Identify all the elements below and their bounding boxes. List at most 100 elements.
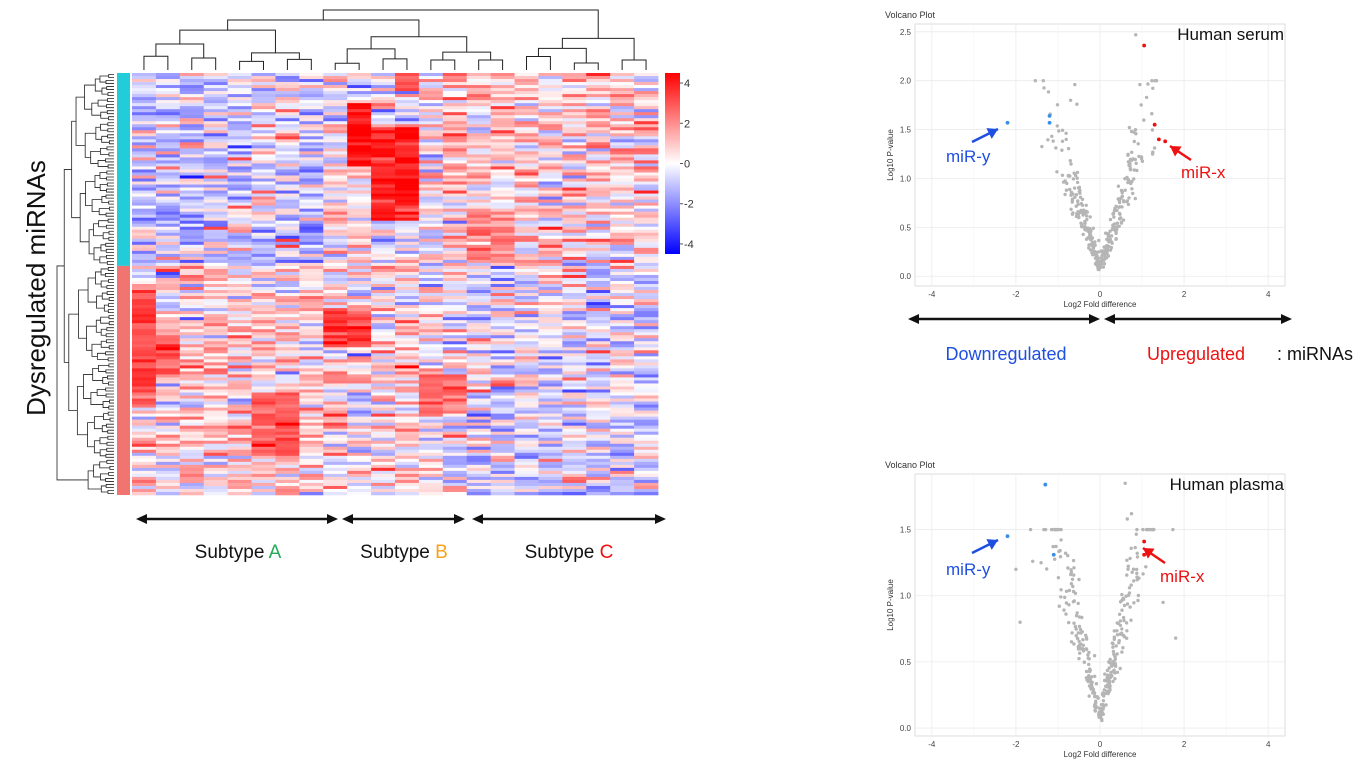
heatmap-cell <box>538 344 563 348</box>
heatmap-cell <box>514 250 539 255</box>
heatmap-cell <box>562 437 587 442</box>
heatmap-cell <box>490 199 515 203</box>
heatmap-cell <box>251 100 276 104</box>
heatmap-cell <box>203 112 229 116</box>
heatmap-cell <box>538 434 563 439</box>
heatmap-cell <box>203 392 229 396</box>
heatmap-cell <box>466 287 492 291</box>
heatmap-cell <box>538 139 563 143</box>
heatmap-cell <box>203 395 229 399</box>
heatmap-cell <box>299 473 324 478</box>
heatmap-cell <box>203 259 229 264</box>
heatmap-cell <box>466 434 492 439</box>
heatmap-cell <box>251 374 276 378</box>
heatmap-cell <box>610 458 635 463</box>
heatmap-cell <box>586 464 611 469</box>
heatmap-cell <box>418 470 444 475</box>
data-point <box>1113 655 1117 659</box>
heatmap-cell <box>371 359 396 363</box>
heatmap-cell <box>538 392 563 396</box>
heatmap-cell <box>466 365 492 369</box>
data-point <box>1054 544 1058 549</box>
heatmap-cell <box>490 256 515 261</box>
heatmap-cell <box>371 482 396 487</box>
data-point <box>1113 228 1118 232</box>
heatmap-cell <box>179 308 205 312</box>
heatmap-cell <box>347 371 372 375</box>
heatmap-cell <box>634 130 659 134</box>
heatmap-cell <box>323 305 348 309</box>
heatmap-cell <box>179 142 205 146</box>
heatmap-cell <box>132 199 157 203</box>
heatmap-cell <box>203 232 229 237</box>
heatmap-cell <box>562 488 587 493</box>
heatmap-cell <box>586 284 611 288</box>
heatmap-cell <box>275 383 300 387</box>
heatmap-cell <box>275 229 300 234</box>
heatmap-cell <box>418 196 444 200</box>
heatmap-cell <box>371 160 396 164</box>
heatmap-cell <box>395 130 420 134</box>
data-point <box>1077 656 1081 661</box>
heatmap-cell <box>442 76 468 80</box>
heatmap-cell <box>610 356 635 360</box>
heatmap-cell <box>418 341 444 345</box>
y-tick-label: 0.0 <box>900 724 912 733</box>
data-point <box>1138 82 1142 87</box>
heatmap-cell <box>395 193 420 197</box>
heatmap-cell <box>514 226 539 231</box>
heatmap-cell <box>586 217 611 221</box>
heatmap-cell <box>275 136 300 140</box>
heatmap-cell <box>132 287 157 291</box>
heatmap-cell <box>179 482 205 487</box>
heatmap-cell <box>251 175 276 179</box>
data-point <box>1123 481 1127 485</box>
heatmap-cell <box>371 127 396 131</box>
heatmap-cell <box>227 124 252 128</box>
heatmap-cell <box>442 368 468 372</box>
data-point <box>1097 238 1101 243</box>
heatmap-cell <box>395 199 420 203</box>
heatmap-cell <box>299 214 324 218</box>
heatmap-cell <box>538 353 563 357</box>
heatmap-cell <box>179 398 205 402</box>
heatmap-cell <box>610 256 635 261</box>
heatmap-cell <box>371 142 396 146</box>
data-point <box>1106 232 1111 236</box>
heatmap-cell <box>418 368 444 372</box>
heatmap-cell <box>371 392 396 396</box>
heatmap-cell <box>610 386 635 390</box>
heatmap-cell <box>275 302 300 306</box>
heatmap-cell <box>371 205 396 209</box>
heatmap-cell <box>634 332 659 336</box>
heatmap-cell <box>610 205 635 209</box>
heatmap-cell <box>490 253 515 258</box>
heatmap-cell <box>538 410 563 414</box>
heatmap-cell <box>299 268 324 273</box>
heatmap-cell <box>538 118 563 122</box>
heatmap-cell <box>634 338 659 342</box>
heatmap-cell <box>371 452 396 457</box>
heatmap-cell <box>490 416 515 420</box>
heatmap-cell <box>586 386 611 390</box>
heatmap-cell <box>538 73 563 77</box>
data-point <box>1103 256 1107 260</box>
heatmap-cell <box>203 338 229 342</box>
heatmap-cell <box>514 443 539 448</box>
heatmap-cell <box>227 482 252 487</box>
heatmap-cell <box>514 362 539 366</box>
heatmap-cell <box>610 353 635 357</box>
heatmap-cell <box>299 193 324 197</box>
heatmap-cell <box>227 341 252 345</box>
heatmap-cell <box>395 359 420 363</box>
heatmap-cell <box>323 145 348 149</box>
heatmap-cell <box>323 253 348 258</box>
heatmap-cell <box>490 287 515 291</box>
heatmap-cell <box>395 73 420 77</box>
heatmap-cell <box>586 211 611 215</box>
heatmap-cell <box>227 181 252 185</box>
heatmap-cell <box>275 305 300 309</box>
heatmap-cell <box>299 437 324 442</box>
heatmap-cell <box>323 377 348 381</box>
heatmap-cell <box>634 154 659 158</box>
